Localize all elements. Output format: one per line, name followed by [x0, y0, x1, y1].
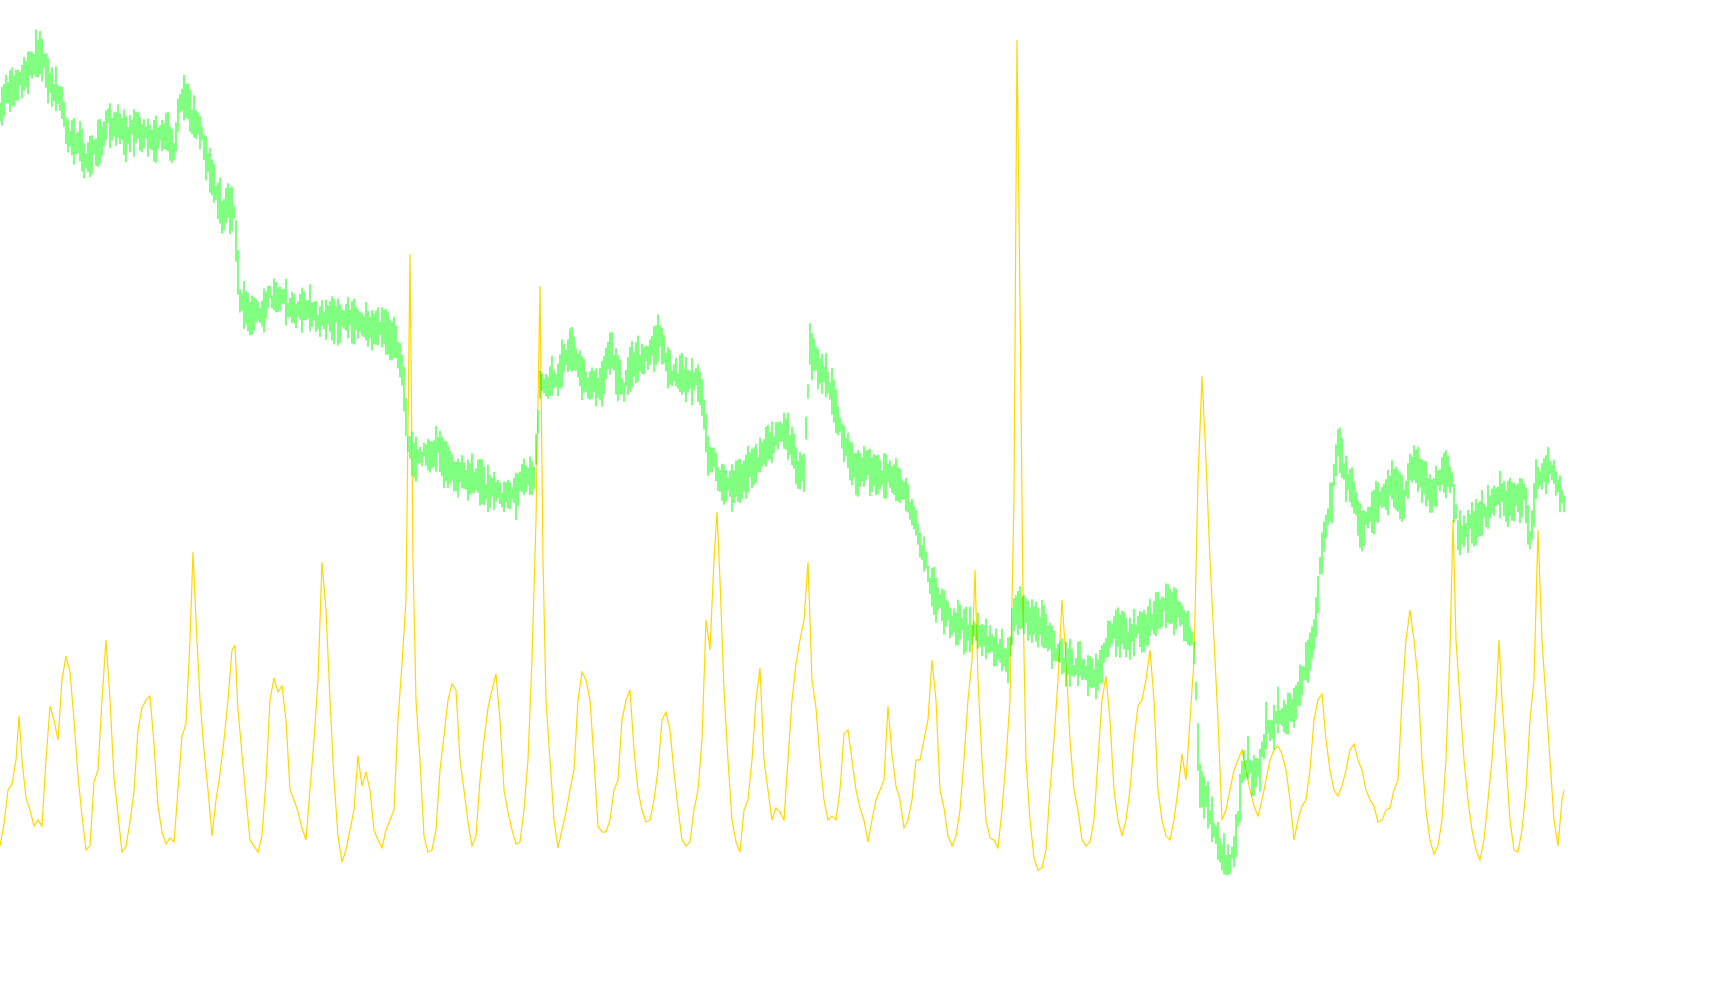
green-bars-layer [0, 29, 1565, 876]
yellow-indicator-line [0, 39, 1565, 871]
yellow-series-layer [0, 39, 1565, 871]
